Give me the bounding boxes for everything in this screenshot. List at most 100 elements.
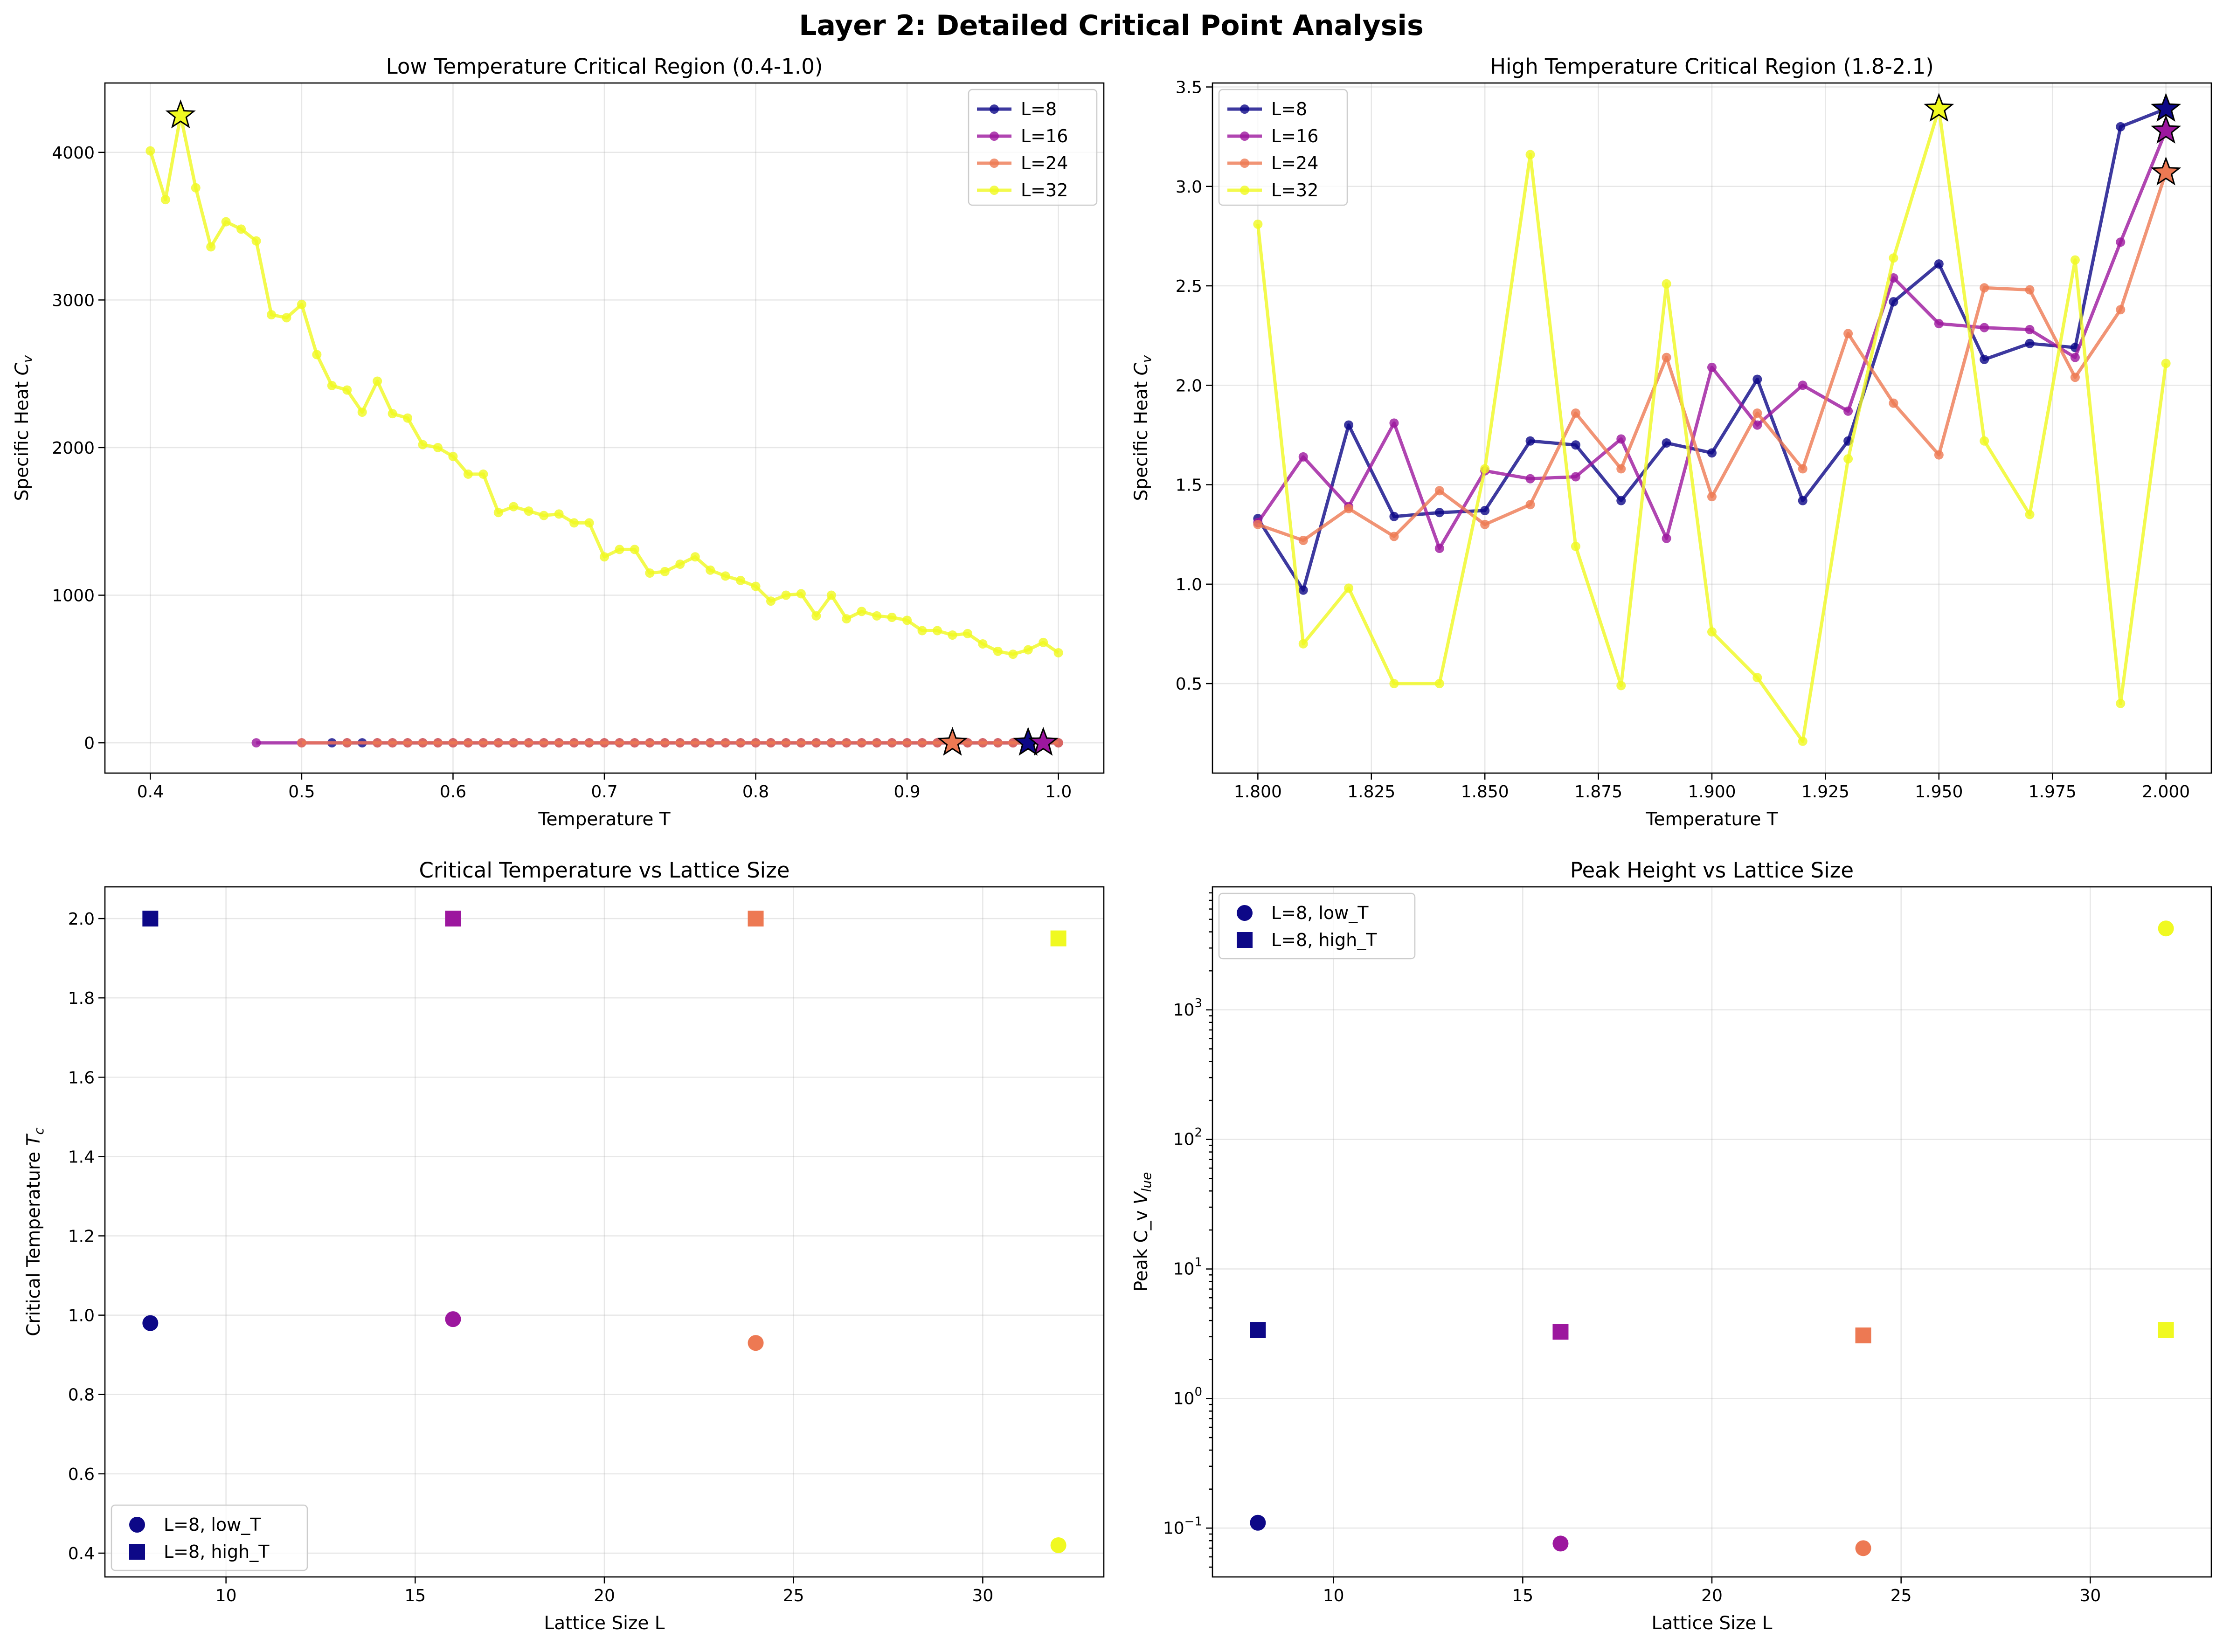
legend-label: L=16 <box>1021 126 1068 146</box>
data-point <box>418 738 428 748</box>
data-point <box>1798 464 1807 474</box>
panels: Low Temperature Critical Region (0.4-1.0… <box>12 54 2212 1634</box>
data-point <box>342 385 352 395</box>
data-point <box>282 313 291 323</box>
plot-area <box>145 99 1063 756</box>
y-tick-label: 102 <box>1173 1126 1202 1149</box>
x-tick-label: 30 <box>2079 1586 2101 1605</box>
figure-title: Layer 2: Detailed Critical Point Analysi… <box>799 9 1423 42</box>
data-point <box>388 738 397 748</box>
data-point <box>902 738 912 748</box>
y-tick-label: 2.0 <box>1176 376 1202 395</box>
legend-label: L=32 <box>1021 180 1068 200</box>
data-point <box>1934 259 1944 269</box>
data-point <box>1980 436 1989 446</box>
y-tick-label: 1.2 <box>68 1227 95 1246</box>
data-point <box>554 509 564 519</box>
x-tick-label: 1.850 <box>1461 782 1509 802</box>
y-tick-label: 3000 <box>52 291 95 310</box>
data-point <box>373 376 382 386</box>
data-point <box>720 571 730 581</box>
data-point <box>1344 420 1354 430</box>
data-point <box>312 350 322 359</box>
legend-marker-square <box>1237 932 1253 948</box>
data-point <box>781 738 791 748</box>
data-point <box>342 738 352 748</box>
data-point <box>826 590 836 600</box>
legend-label: L=24 <box>1021 153 1068 173</box>
y-tick-label: 0 <box>84 734 95 753</box>
data-point <box>2025 510 2035 519</box>
data-point <box>524 506 533 516</box>
panel-low: Low Temperature Critical Region (0.4-1.0… <box>12 54 1105 830</box>
x-tick-label: 10 <box>215 1586 237 1605</box>
data-point <box>327 380 337 390</box>
data-point <box>1889 297 1898 307</box>
high-T-point <box>142 911 159 927</box>
data-point <box>1752 673 1762 683</box>
y-tick-label: 1.6 <box>68 1068 95 1087</box>
x-axis-label: Temperature T <box>1645 809 1778 830</box>
data-point <box>857 738 866 748</box>
data-point <box>1616 464 1626 474</box>
data-point <box>1889 253 1898 263</box>
data-point <box>1934 319 1944 329</box>
data-point <box>1253 219 1263 229</box>
data-point <box>493 508 503 518</box>
data-point <box>509 502 519 511</box>
data-point <box>1571 472 1580 482</box>
data-point <box>1434 508 1444 518</box>
data-point <box>826 738 836 748</box>
x-tick-label: 2.000 <box>2142 782 2190 802</box>
data-point <box>1571 541 1580 551</box>
data-point <box>963 629 972 638</box>
data-point <box>418 440 428 449</box>
data-point <box>569 518 579 528</box>
data-point <box>660 738 670 748</box>
high-T-point <box>748 911 764 927</box>
x-tick-label: 20 <box>594 1586 615 1605</box>
data-point <box>1571 440 1580 450</box>
data-point <box>403 738 413 748</box>
data-point <box>236 224 246 234</box>
data-point <box>433 442 443 452</box>
legend-marker <box>990 104 999 114</box>
legend-marker <box>1240 186 1249 195</box>
y-tick-label: 1.0 <box>68 1306 95 1326</box>
data-point <box>1616 681 1626 691</box>
y-tick-label: 0.5 <box>1176 675 1202 694</box>
data-point <box>690 552 700 562</box>
panel-title: High Temperature Critical Region (1.8-2.… <box>1490 54 1934 79</box>
y-tick-label: 1.5 <box>1176 476 1202 495</box>
data-point <box>917 738 927 748</box>
data-point <box>600 738 609 748</box>
high-T-point <box>1250 1322 1266 1338</box>
legend-label: L=8 <box>1021 99 1057 119</box>
data-point <box>1616 434 1626 444</box>
data-point <box>751 581 761 591</box>
data-point <box>675 560 685 569</box>
legend-marker <box>990 159 999 168</box>
data-point <box>1662 533 1671 543</box>
x-tick-label: 0.7 <box>591 782 617 802</box>
data-point <box>1389 418 1399 428</box>
data-point <box>1298 585 1308 595</box>
high-T-point <box>1050 930 1066 947</box>
legend-marker-square <box>129 1544 145 1560</box>
low-T-point <box>1250 1514 1266 1531</box>
low-T-point <box>445 1311 461 1327</box>
legend-label: L=32 <box>1271 180 1318 200</box>
peak-star-L=8 <box>2150 93 2181 122</box>
data-point <box>2025 285 2035 295</box>
data-point <box>811 738 821 748</box>
legend-marker <box>1240 159 1249 168</box>
peak-star-L=24 <box>2151 156 2181 186</box>
data-point <box>645 738 655 748</box>
data-point <box>1525 474 1535 484</box>
data-point <box>1752 408 1762 418</box>
data-point <box>1298 639 1308 649</box>
plot-area <box>142 911 1066 1553</box>
data-point <box>690 738 700 748</box>
data-point <box>1053 648 1063 657</box>
legend-marker <box>990 131 999 141</box>
